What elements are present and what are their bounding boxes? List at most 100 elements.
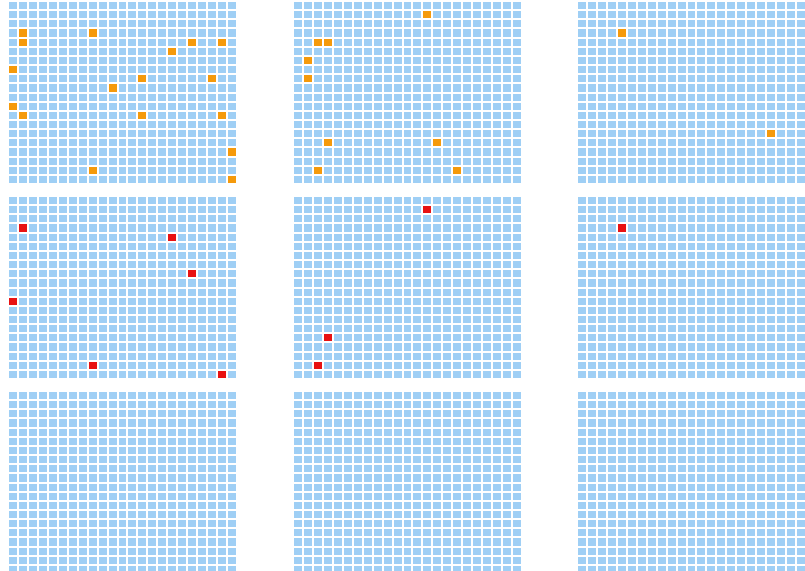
- grid-cell: [78, 29, 87, 37]
- grid-cell: [707, 47, 716, 55]
- grid-cell: [747, 465, 756, 473]
- grid-cell: [88, 428, 97, 436]
- grid-cell: [208, 325, 217, 333]
- grid-cell: [797, 401, 805, 409]
- grid-cell: [303, 38, 312, 46]
- grid-cell: [463, 251, 472, 260]
- grid-cell: [9, 270, 17, 278]
- grid-cell: [188, 139, 197, 147]
- grid-cell: [637, 66, 646, 74]
- grid-cell: [473, 547, 482, 555]
- grid-cell: [393, 538, 402, 546]
- grid-cell: [503, 538, 512, 546]
- grid-cell: [747, 510, 756, 519]
- grid-cell: [483, 2, 492, 10]
- grid-cell: [617, 111, 626, 119]
- grid-cell: [463, 166, 472, 174]
- grid-cell: [473, 334, 482, 342]
- grid-cell: [373, 288, 382, 296]
- grid-cell: [333, 148, 342, 156]
- grid-cell: [188, 233, 197, 241]
- grid-cell: [98, 306, 107, 314]
- grid-cell: [443, 556, 452, 564]
- grid-cell: [657, 166, 666, 174]
- grid-cell: [463, 215, 472, 223]
- grid-cell: [637, 437, 646, 445]
- grid-cell: [657, 361, 666, 369]
- grid-cell: [294, 288, 302, 296]
- grid-cell: [737, 474, 746, 482]
- grid-cell: [98, 392, 107, 400]
- grid-cell: [88, 38, 97, 46]
- grid-cell: [637, 352, 646, 360]
- grid-cell: [717, 501, 726, 509]
- grid-cell: [333, 306, 342, 314]
- grid-cell: [48, 56, 57, 65]
- grid-cell: [323, 370, 332, 378]
- grid-cell: [727, 130, 736, 138]
- grid-cell: [228, 510, 236, 519]
- grid-cell: [687, 102, 696, 110]
- grid-cell: [747, 352, 756, 360]
- grid-cell: [443, 501, 452, 509]
- grid-cell: [578, 401, 586, 409]
- grid-cell: [587, 392, 596, 400]
- grid-cell: [647, 556, 656, 564]
- grid-cell: [607, 20, 616, 28]
- grid-cell: [98, 565, 107, 571]
- grid-cell: [18, 66, 27, 74]
- grid-cell: [118, 520, 127, 528]
- grid-cell: [687, 547, 696, 555]
- grid-cell: [98, 288, 107, 296]
- grid-cell: [313, 270, 322, 278]
- grid-cell: [443, 547, 452, 555]
- grid-cell: [393, 325, 402, 333]
- grid-cell: [637, 501, 646, 509]
- grid-cell: [493, 206, 502, 214]
- grid-cell: [513, 456, 521, 464]
- marked-cell: [313, 166, 322, 174]
- grid-cell: [717, 352, 726, 360]
- grid-cell: [343, 520, 352, 528]
- grid-cell: [108, 120, 117, 129]
- grid-cell: [797, 492, 805, 500]
- grid-cell: [373, 84, 382, 92]
- grid-cell: [323, 56, 332, 65]
- grid-cell: [148, 492, 157, 500]
- grid-cell: [303, 361, 312, 369]
- grid-cell: [333, 315, 342, 324]
- grid-cell: [9, 93, 17, 101]
- grid-cell: [294, 315, 302, 324]
- grid-cell: [657, 538, 666, 546]
- grid-cell: [433, 251, 442, 260]
- grid-cell: [503, 547, 512, 555]
- grid-cell: [18, 148, 27, 156]
- grid-cell: [637, 166, 646, 174]
- grid-cell: [198, 206, 207, 214]
- grid-cell: [657, 47, 666, 55]
- grid-cell: [687, 270, 696, 278]
- grid-cell: [607, 456, 616, 464]
- grid-cell: [757, 501, 766, 509]
- grid-cell: [767, 483, 776, 491]
- grid-cell: [647, 56, 656, 65]
- grid-cell: [433, 84, 442, 92]
- grid-cell: [353, 510, 362, 519]
- grid-cell: [697, 501, 706, 509]
- grid-cell: [393, 66, 402, 74]
- grid-cell: [58, 102, 67, 110]
- grid-cell: [393, 148, 402, 156]
- grid-cell: [18, 84, 27, 92]
- grid-cell: [303, 510, 312, 519]
- grid-cell: [373, 334, 382, 342]
- grid-cell: [353, 224, 362, 232]
- grid-cell: [9, 306, 17, 314]
- marked-cell: [188, 38, 197, 46]
- grid-cell: [168, 270, 177, 278]
- grid-cell: [78, 84, 87, 92]
- grid-cell: [607, 197, 616, 205]
- grid-cell: [98, 520, 107, 528]
- grid-cell: [578, 215, 586, 223]
- grid-cell: [667, 483, 676, 491]
- grid-cell: [128, 75, 137, 83]
